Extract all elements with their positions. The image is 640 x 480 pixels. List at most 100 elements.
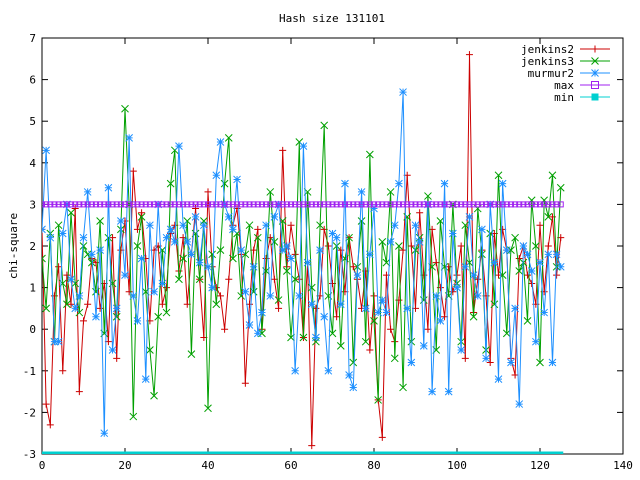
filled-square-marker [425,451,431,454]
square-marker [267,201,274,208]
series-layer [42,51,565,454]
square-marker [271,201,278,208]
filled-square-marker [114,451,120,454]
square-marker [524,201,531,208]
y-tick-label: 6 [29,74,36,87]
square-marker [317,201,324,208]
filled-square-marker [462,451,468,454]
plus-marker [591,45,599,53]
square-marker [350,201,357,208]
cross-marker [229,254,237,263]
square-marker [312,201,319,208]
plus-marker [42,400,50,408]
square-marker [354,201,361,208]
series-murmur2 [42,88,565,438]
star-marker [87,250,96,259]
plus-marker [511,371,519,379]
filled-square-marker [483,451,489,454]
filled-square-marker [193,451,199,454]
square-marker [404,201,411,208]
filled-square-marker [51,451,57,454]
square-marker [553,201,560,208]
plus-marker [349,263,357,271]
filled-square-marker [471,451,477,454]
filled-square-marker [371,451,377,454]
star-marker [137,254,146,263]
filled-square-marker [60,451,66,454]
filled-square-marker [313,451,319,454]
star-marker [303,258,312,267]
filled-square-marker [305,451,311,454]
cross-marker [490,300,499,309]
star-marker [365,250,374,259]
x-tick-label: 60 [284,459,297,472]
star-marker [150,287,158,296]
filled-square-marker [184,451,190,454]
square-marker [138,201,145,208]
square-marker [180,201,187,208]
cross-marker [336,341,345,350]
square-marker [234,201,241,208]
star-marker [324,366,333,375]
square-marker [474,201,481,208]
cross-marker [411,246,420,255]
filled-square-marker [247,451,252,454]
filled-square-marker [110,451,116,454]
filled-square-marker [525,451,531,454]
star-marker [83,188,92,196]
plus-marker [75,388,83,396]
cross-marker [79,242,88,250]
star-marker [494,375,503,383]
star-marker [478,225,486,234]
cross-marker [92,287,100,296]
star-marker [237,246,246,255]
square-marker [105,201,112,208]
cross-marker [370,317,378,325]
cross-marker [536,358,544,367]
y-tick-label: -3 [23,448,36,461]
plus-marker [524,271,532,279]
star-marker [444,387,453,396]
star-marker [370,204,378,213]
y-tick-label: -2 [23,406,36,419]
filled-square-marker [458,451,464,454]
filled-square-marker [363,451,369,454]
filled-square-marker [164,451,169,454]
legend-label-max: max [554,79,574,92]
cross-marker [523,317,532,325]
filled-square-marker [533,451,539,454]
star-marker [540,308,549,317]
star-marker [502,246,511,255]
cross-marker [374,396,383,404]
square-marker [122,201,128,208]
star-marker [432,292,441,300]
square-marker [557,201,564,208]
filled-square-marker [130,451,136,454]
star-marker [357,188,366,196]
square-marker [483,201,490,208]
cross-marker [328,329,337,338]
star-marker [224,213,233,221]
star-marker [183,237,192,246]
star-marker [158,279,167,288]
square-marker [159,201,166,208]
filled-square-marker [392,451,398,454]
cross-marker [357,217,366,225]
star-marker [245,321,254,329]
square-marker [188,201,195,208]
star-marker [295,292,304,300]
square-marker [366,201,373,208]
square-marker [549,201,556,208]
filled-square-marker [433,451,439,454]
square-marker [97,201,104,208]
filled-square-marker [139,451,145,454]
filled-square-marker [442,451,448,454]
star-marker [490,258,499,267]
filled-square-marker [234,451,240,454]
star-marker [548,358,557,367]
square-marker [238,201,245,208]
plus-marker [279,146,287,154]
plus-marker [80,317,87,325]
square-marker [126,201,133,208]
square-marker [258,201,265,208]
